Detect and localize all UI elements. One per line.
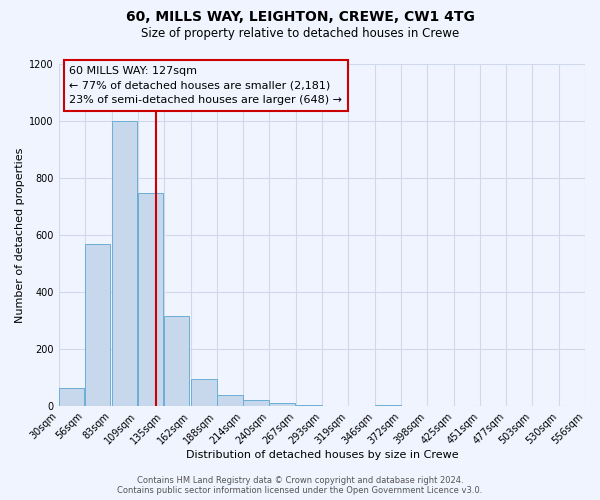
Bar xyxy=(112,121,137,406)
Y-axis label: Number of detached properties: Number of detached properties xyxy=(15,148,25,322)
Bar xyxy=(217,394,242,406)
Text: 60 MILLS WAY: 127sqm
← 77% of detached houses are smaller (2,181)
23% of semi-de: 60 MILLS WAY: 127sqm ← 77% of detached h… xyxy=(69,66,342,106)
Text: Size of property relative to detached houses in Crewe: Size of property relative to detached ho… xyxy=(141,28,459,40)
Bar xyxy=(191,379,217,406)
Bar xyxy=(59,388,85,406)
Text: 60, MILLS WAY, LEIGHTON, CREWE, CW1 4TG: 60, MILLS WAY, LEIGHTON, CREWE, CW1 4TG xyxy=(125,10,475,24)
Bar xyxy=(269,403,295,406)
Bar xyxy=(375,404,401,406)
Bar xyxy=(243,400,269,406)
Bar xyxy=(85,244,110,406)
Text: Contains HM Land Registry data © Crown copyright and database right 2024.
Contai: Contains HM Land Registry data © Crown c… xyxy=(118,476,482,495)
Bar xyxy=(296,404,322,406)
X-axis label: Distribution of detached houses by size in Crewe: Distribution of detached houses by size … xyxy=(185,450,458,460)
Bar xyxy=(164,316,190,406)
Bar xyxy=(138,193,163,406)
